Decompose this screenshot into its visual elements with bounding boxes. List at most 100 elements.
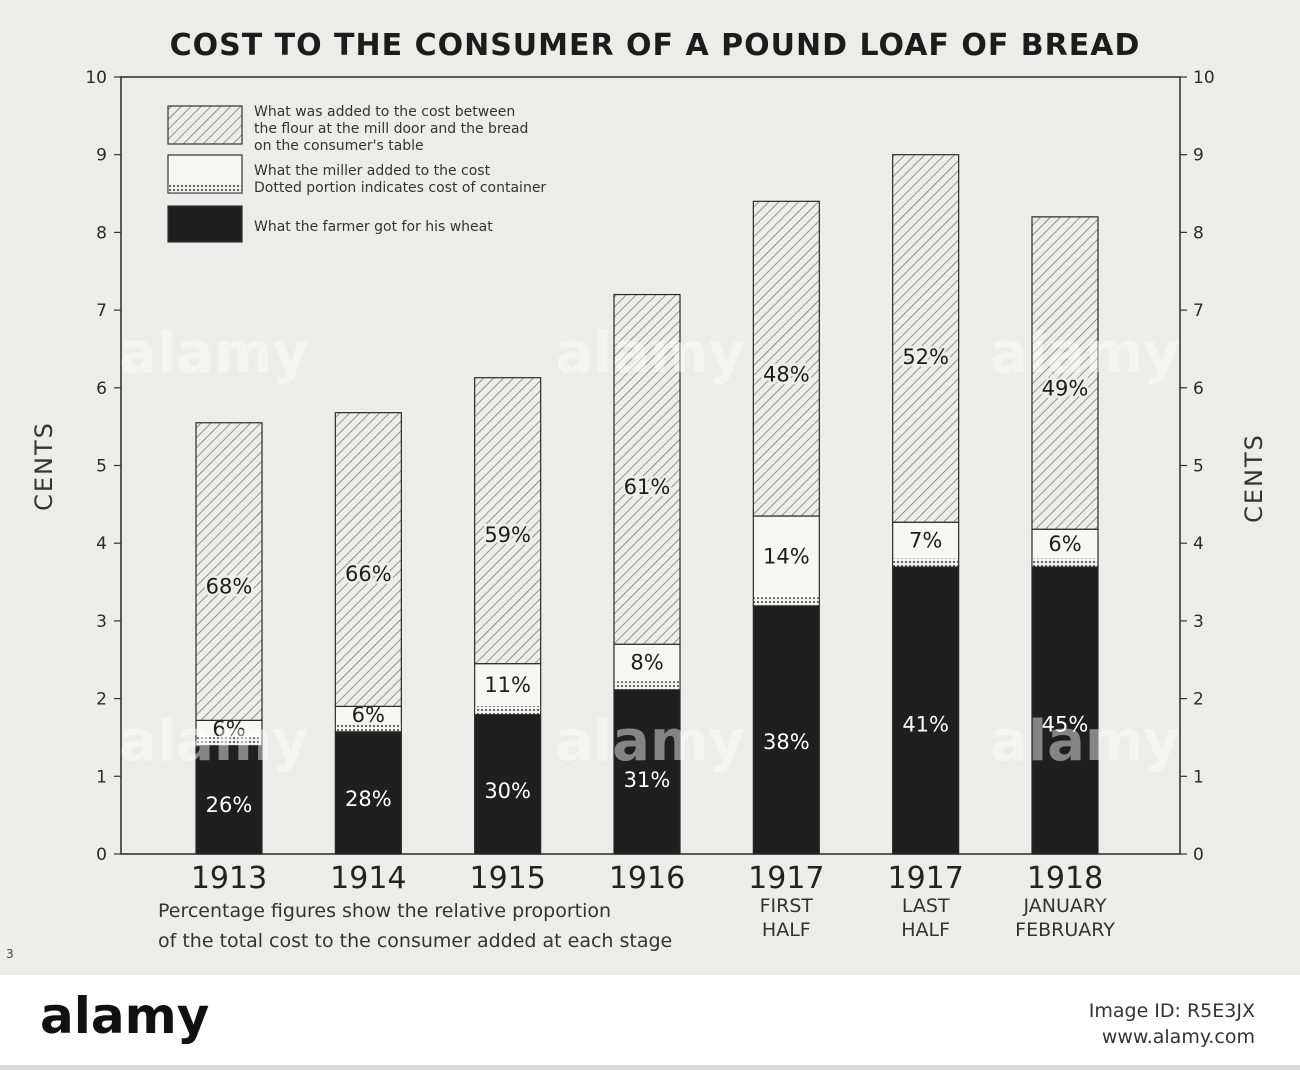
bar-percent-label: 11% — [484, 673, 531, 697]
y-tick-label-right: 9 — [1193, 146, 1204, 166]
legend-hatched-line-1: What was added to the cost between — [254, 104, 515, 120]
category-sublabel: JANUARY — [1023, 895, 1107, 917]
category-label: 1916 — [609, 861, 685, 896]
bar-segment — [474, 663, 542, 715]
y-tick-label-left: 9 — [96, 146, 107, 166]
corner-mark: 3 — [6, 947, 14, 961]
chart-svg: COST TO THE CONSUMER OF A POUND LOAF OF … — [6, 28, 1268, 961]
bar-percent-label: 38% — [763, 730, 810, 754]
bar-percent-label: 66% — [345, 562, 392, 586]
footnote-line-2: of the total cost to the consumer added … — [158, 930, 672, 952]
container-dotted-band — [196, 737, 262, 746]
y-tick-label-left: 5 — [96, 457, 107, 477]
legend-hatched-line-2: the flour at the mill door and the bread — [254, 121, 528, 137]
footnote-line-1: Percentage figures show the relative pro… — [158, 900, 611, 922]
banner-svg: alamy Image ID: R5E3JX www.alamy.com — [40, 987, 1255, 1048]
bar-percent-label: 28% — [345, 787, 392, 811]
y-axis-title-left: CENTS — [30, 421, 58, 511]
bar-percent-label: 6% — [1048, 532, 1081, 556]
category-sublabel: FEBRUARY — [1015, 919, 1115, 941]
y-tick-label-right: 4 — [1193, 534, 1204, 554]
y-axis-right: 0 1 2 3 4 5 6 7 8 9 10 — [1180, 68, 1215, 865]
category-label: 1917 — [748, 861, 824, 896]
bar-percent-label: 59% — [484, 523, 531, 547]
container-dotted-band — [753, 597, 819, 606]
watermark-group: alamy alamy alamy alamy alamy alamy — [119, 321, 1180, 774]
y-axis-title-right: CENTS — [1240, 433, 1268, 523]
watermark-1: alamy — [119, 321, 309, 386]
y-tick-label-left: 7 — [96, 301, 107, 321]
container-dotted-band — [614, 681, 680, 690]
category-sublabel: HALF — [901, 919, 950, 941]
category-label: 1915 — [469, 861, 545, 896]
container-dotted-band — [335, 723, 401, 732]
stock-banner: alamy Image ID: R5E3JX www.alamy.com — [0, 975, 1300, 1065]
bar-segment — [334, 412, 402, 707]
bar-segment — [892, 154, 960, 523]
banner-url: www.alamy.com — [1102, 1026, 1255, 1048]
bar-percent-label: 7% — [909, 528, 942, 552]
image-id-label: Image ID: R5E3JX — [1089, 1000, 1255, 1022]
legend-swatch-solid — [167, 205, 243, 243]
y-tick-label-left: 0 — [96, 845, 107, 865]
y-axis-left: 0 1 2 3 4 5 6 7 8 9 10 — [85, 68, 121, 865]
container-dotted-band — [893, 558, 959, 567]
category-sublabel: FIRST — [760, 895, 814, 917]
legend-white-line-2: Dotted portion indicates cost of contain… — [254, 180, 546, 196]
y-tick-label-right: 1 — [1193, 767, 1204, 787]
watermark-2: alamy — [555, 321, 745, 386]
legend-solid-line-1: What the farmer got for his wheat — [254, 219, 493, 235]
category-label: 1918 — [1027, 861, 1103, 896]
y-tick-label-left: 6 — [96, 379, 107, 399]
y-tick-label-right: 3 — [1193, 612, 1204, 632]
bar-segment — [752, 200, 820, 517]
bar-percent-label: 68% — [206, 574, 253, 598]
category-sublabel: LAST — [902, 895, 950, 917]
y-tick-label-right: 7 — [1193, 301, 1204, 321]
y-tick-label-left: 10 — [85, 68, 107, 88]
bar-percent-label: 61% — [624, 475, 671, 499]
category-labels: 1913 1914 1915 1916 1917FIRSTHALF1917LASTHAL… — [191, 861, 1115, 941]
bar-segment — [1031, 565, 1099, 855]
y-tick-label-left: 3 — [96, 612, 107, 632]
y-tick-label-right: 6 — [1193, 379, 1204, 399]
bar-segment — [1031, 216, 1099, 530]
bar-segment — [474, 713, 542, 855]
container-dotted-band — [475, 706, 541, 715]
chart-card: COST TO THE CONSUMER OF A POUND LOAF OF … — [0, 0, 1300, 975]
watermark-3: alamy — [990, 321, 1180, 386]
y-tick-label-right: 0 — [1193, 845, 1204, 865]
bar-segment — [892, 565, 960, 855]
bar-percent-label: 41% — [902, 713, 949, 737]
y-tick-label-right: 2 — [1193, 690, 1204, 710]
category-label: 1914 — [330, 861, 406, 896]
legend-swatch-hatched — [167, 105, 243, 145]
bar-segment — [334, 730, 402, 855]
bar-percent-label: 8% — [630, 651, 663, 675]
bar-segment — [613, 293, 681, 645]
bar-percent-label: 45% — [1042, 713, 1089, 737]
legend-hatched-line-3: on the consumer's table — [254, 138, 424, 154]
bar-percent-label: 14% — [763, 545, 810, 569]
container-dotted-band — [1032, 558, 1098, 567]
category-label: 1913 — [191, 861, 267, 896]
category-sublabel: HALF — [762, 919, 811, 941]
chart-title: COST TO THE CONSUMER OF A POUND LOAF OF … — [170, 28, 1141, 63]
legend: What was added to the cost between the f… — [167, 104, 546, 243]
y-tick-label-left: 1 — [96, 767, 107, 787]
watermark-4: alamy — [119, 709, 309, 774]
bar-percent-label: 31% — [624, 768, 671, 792]
watermark-5: alamy — [555, 709, 745, 774]
brand-logo: alamy — [40, 987, 209, 1045]
y-tick-label-right: 10 — [1193, 68, 1215, 88]
bar-segment — [752, 604, 820, 855]
bars: 26%6%68%28%6%66%30%11%59%31%8%61%38%14%4… — [195, 154, 1099, 855]
bar-segment — [195, 422, 263, 721]
category-label: 1917 — [887, 861, 963, 896]
bar-segment — [474, 377, 542, 665]
y-tick-label-left: 2 — [96, 690, 107, 710]
y-tick-label-right: 5 — [1193, 457, 1204, 477]
bar-segment — [752, 515, 820, 606]
bar-percent-label: 30% — [484, 779, 531, 803]
